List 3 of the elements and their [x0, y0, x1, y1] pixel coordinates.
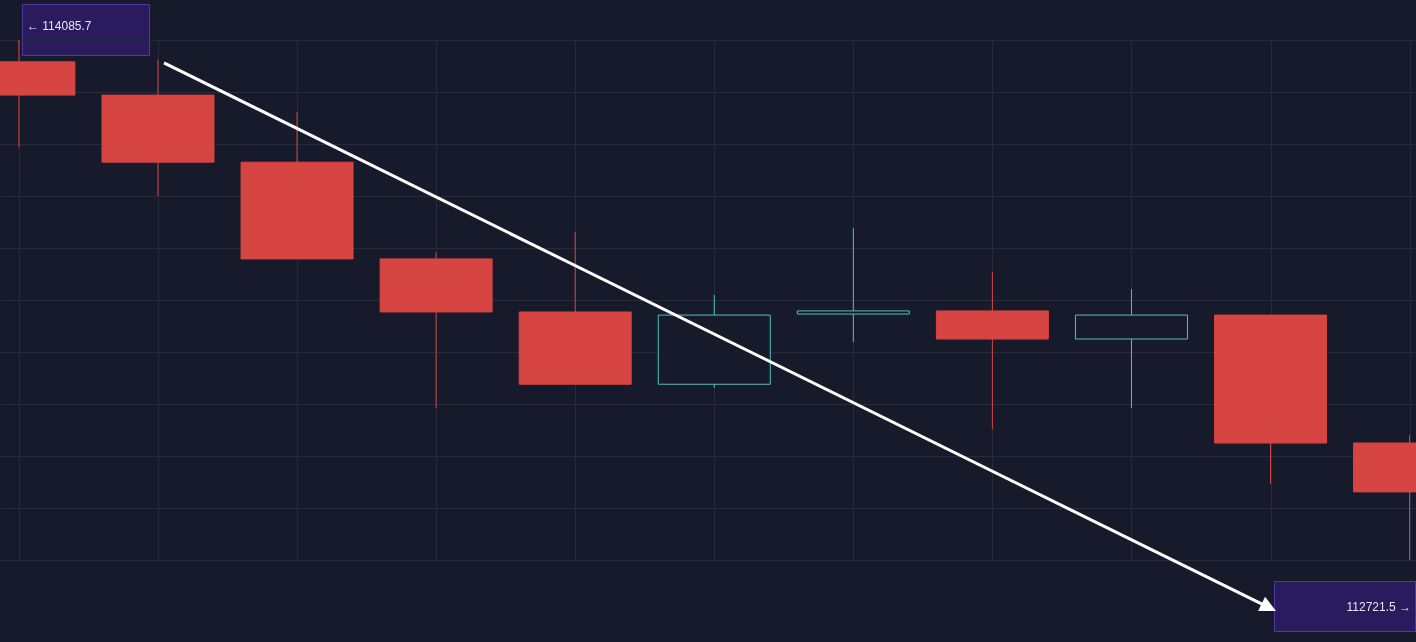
candlestick — [796, 227, 910, 343]
price-label: ← 114085.7 — [22, 4, 150, 56]
price-label: 112721.5 → — [1274, 581, 1416, 632]
